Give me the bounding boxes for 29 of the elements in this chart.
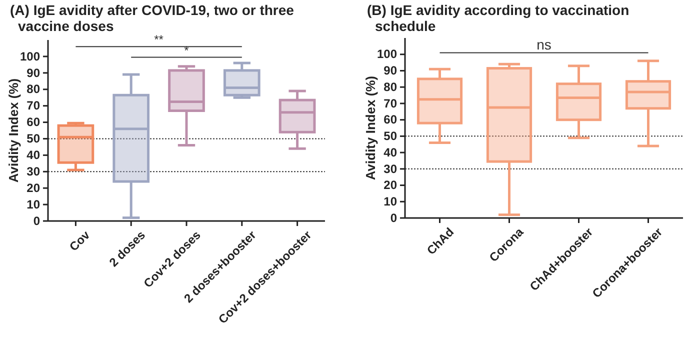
y-tick-label: 90 (26, 66, 40, 80)
y-tick-label: 50 (384, 129, 398, 144)
y-tick-label: 20 (384, 178, 398, 192)
y-tick-label: 0 (33, 214, 40, 228)
y-tick-label: 0 (390, 210, 398, 225)
y-tick-label: 20 (26, 180, 40, 195)
y-tick-label: 30 (26, 164, 40, 178)
y-tick-label: 80 (384, 80, 398, 94)
x-tick-label: Cov (66, 228, 93, 254)
y-tick-label: 40 (26, 148, 40, 162)
y-tick-label: 100 (376, 47, 398, 62)
y-tick-label: 50 (26, 132, 40, 146)
y-tick-label: 70 (26, 98, 40, 113)
chart-title: (B) IgE avidity according to vaccination schedule (367, 2, 630, 34)
y-tick-label: 80 (26, 82, 40, 96)
annotation: ns (536, 36, 552, 53)
chart-title: (A) IgE avidity after COVID-19, two or three vaccine doses (10, 2, 294, 34)
y-tick-label: 30 (384, 162, 398, 176)
y-tick-label: 100 (20, 49, 40, 64)
y-tick-label: 60 (26, 115, 40, 130)
y-axis-title: Avidity Index (%) (363, 76, 378, 180)
y-tick-label: 10 (26, 197, 40, 212)
y-tick-label: 60 (384, 112, 398, 127)
y-tick-label: 70 (384, 96, 398, 110)
y-tick-label: 40 (384, 145, 398, 160)
y-tick-label: 10 (384, 194, 398, 208)
annotation: ** (154, 32, 164, 47)
y-tick-label: 90 (384, 64, 398, 78)
y-axis-title: Avidity Index (%) (6, 78, 21, 183)
